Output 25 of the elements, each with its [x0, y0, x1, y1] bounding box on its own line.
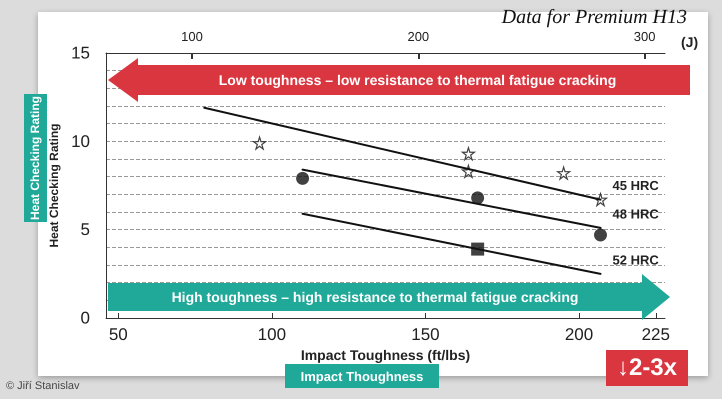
chart-title: Data for Premium H13 — [500, 6, 688, 28]
x-tick-label: 150 — [411, 325, 440, 344]
x2-axis-title: (J) — [681, 34, 698, 50]
x-tick-label: 200 — [564, 325, 594, 344]
y-tick-label: 5 — [80, 220, 90, 240]
series-label: 45 HRC — [612, 178, 660, 194]
y-axis-title: Heat Checking Rating — [47, 123, 61, 248]
text: © Jiří Stanislav — [6, 380, 80, 392]
x-tick-label: 50 — [108, 325, 128, 344]
x2-tick-label: 300 — [634, 29, 656, 44]
x-tick-label: 225 — [642, 325, 670, 344]
text: Heat Checking Rating — [28, 96, 42, 220]
x2-tick-label: 200 — [407, 29, 430, 44]
text: ↓2-3x — [606, 350, 688, 386]
y-tick-label: 15 — [71, 44, 90, 62]
x-axis-title: Impact Toughness (ft/lbs) — [300, 347, 470, 363]
annotation: High toughness – high resistance to thermal fatigue cracking — [170, 288, 580, 307]
series-label: 52 HRC — [612, 252, 660, 268]
x-tick-label: 100 — [258, 325, 286, 344]
series-label: 48 HRC — [612, 206, 660, 222]
x2-tick-label: 100 — [181, 29, 203, 44]
annotation: Low toughness – low resistance to thermal fatigue cracking — [218, 71, 618, 90]
y-tick-label: 10 — [71, 132, 90, 151]
text: Impact Thoughness — [285, 364, 439, 388]
y-tick-label: 0 — [80, 308, 90, 328]
